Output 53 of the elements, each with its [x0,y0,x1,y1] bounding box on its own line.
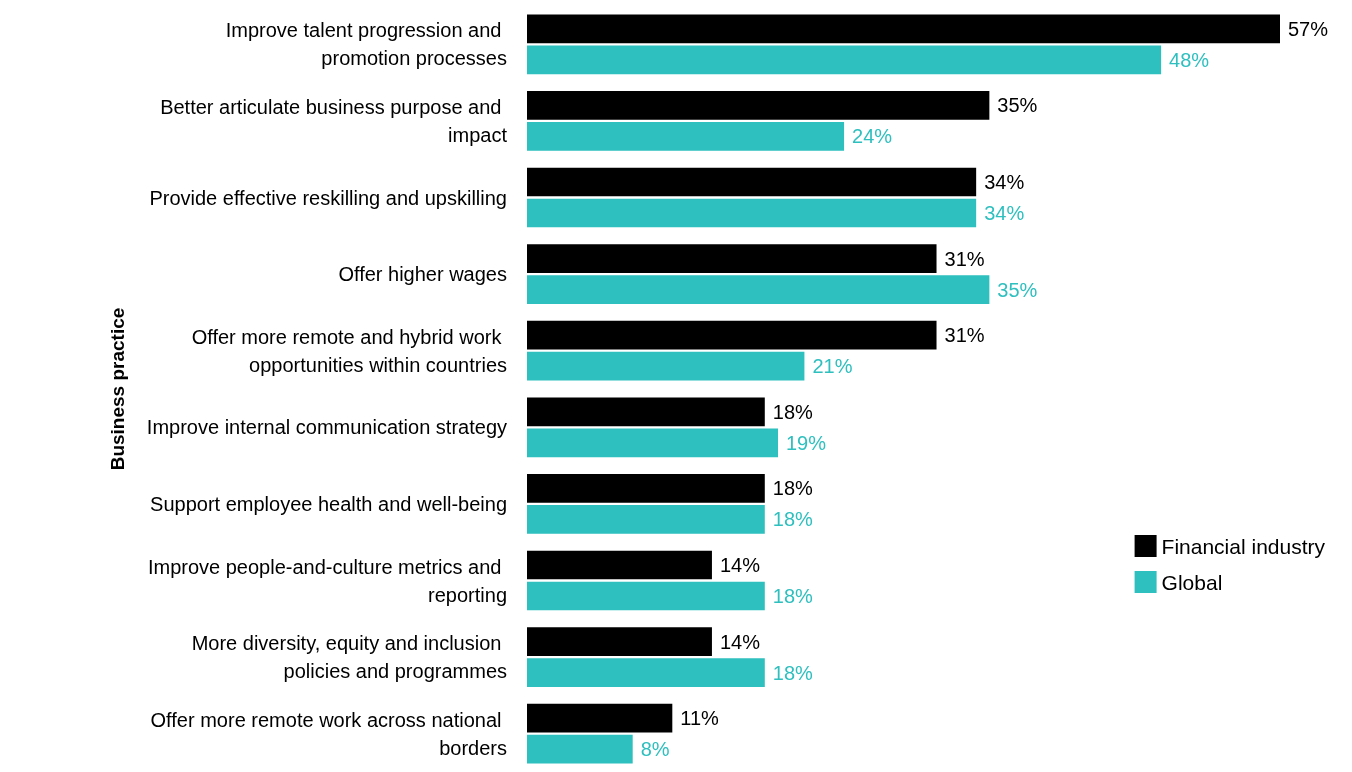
legend-label: Financial industry [1161,534,1326,558]
bar [527,14,1280,44]
bar [527,428,778,458]
y-tick-label: Improve internal communication strategy [146,416,507,439]
bar [527,122,845,151]
y-tick-label: Offer more remote and hybrid work opportunities within countries [191,325,507,376]
data-label: 34% [984,170,1025,193]
y-tick-label: Offer higher wages [338,263,507,286]
bar [527,45,1162,75]
bar [527,550,712,580]
y-tick-label: Improve talent progression and promotion processes [225,19,507,70]
bar [527,505,765,534]
data-label: 48% [1169,48,1210,71]
bar [527,244,937,273]
data-label: 14% [719,553,761,576]
bar [527,351,805,381]
data-label: 21% [812,355,853,378]
y-tick-label: Provide effective reskilling and upskilling [149,186,507,209]
data-label: 8% [640,738,670,761]
bar [527,198,977,228]
bar [527,703,673,733]
bar [527,397,765,427]
bar [527,91,990,120]
data-label: 18% [772,585,814,608]
data-label: 11% [680,707,720,730]
data-label: 18% [772,400,814,423]
bar [527,734,633,764]
bar [527,474,765,503]
bar [527,581,765,611]
y-tick-label: Better articulate business purpose and impact [160,95,508,146]
y-tick-label: Improve people-and-culture metrics and reporting [147,555,507,606]
data-label: 31% [944,324,985,347]
y-tick-label: Offer more remote work across national borders [150,708,507,759]
data-label: 19% [786,431,827,454]
data-label: 35% [997,94,1038,117]
bar [527,167,977,197]
bar [527,658,765,687]
data-label: 18% [772,661,814,684]
data-label: 35% [997,278,1038,301]
legend-label: Global [1161,570,1223,594]
y-tick-label: More diversity, equity and inclusion policies and programmes [191,632,507,683]
bar [527,627,712,656]
data-label: 57% [1288,17,1329,40]
y-tick-label: Support employee health and well-being [150,492,507,515]
data-label: 34% [984,202,1025,225]
y-axis-title: Business practice [107,307,128,471]
data-label: 18% [772,508,814,531]
data-label: 14% [719,630,761,653]
data-label: 24% [852,125,893,148]
bar [527,320,937,350]
data-label: 31% [944,247,985,270]
data-label: 18% [772,477,814,500]
bar [527,275,990,304]
